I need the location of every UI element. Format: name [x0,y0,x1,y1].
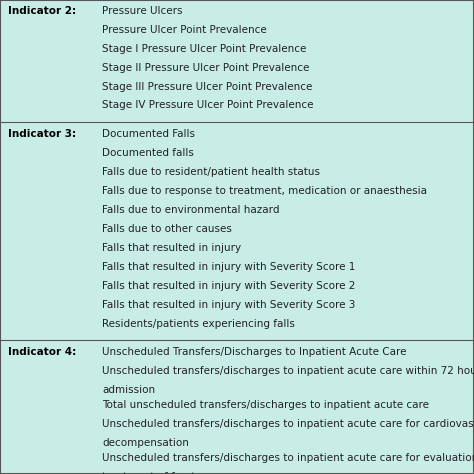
Text: Unscheduled transfers/discharges to inpatient acute care for cardiovascular: Unscheduled transfers/discharges to inpa… [102,419,474,429]
Text: Unscheduled transfers/discharges to inpatient acute care within 72 hours of LTC: Unscheduled transfers/discharges to inpa… [102,366,474,376]
Text: Falls due to response to treatment, medication or anaesthesia: Falls due to response to treatment, medi… [102,186,427,196]
Text: Total unscheduled transfers/discharges to inpatient acute care: Total unscheduled transfers/discharges t… [102,400,429,410]
Text: Stage II Pressure Ulcer Point Prevalence: Stage II Pressure Ulcer Point Prevalence [102,63,309,73]
Text: Unscheduled Transfers/Discharges to Inpatient Acute Care: Unscheduled Transfers/Discharges to Inpa… [102,347,406,357]
Text: Documented Falls: Documented Falls [102,129,195,139]
Text: Residents/patients experiencing falls: Residents/patients experiencing falls [102,319,295,328]
Text: Indicator 4:: Indicator 4: [8,347,76,357]
Text: Falls due to resident/patient health status: Falls due to resident/patient health sta… [102,167,320,177]
Text: Unscheduled transfers/discharges to inpatient acute care for evaluation or: Unscheduled transfers/discharges to inpa… [102,453,474,463]
Text: treatment of fractures: treatment of fractures [102,472,218,474]
Text: Falls that resulted in injury with Severity Score 3: Falls that resulted in injury with Sever… [102,300,356,310]
Text: decompensation: decompensation [102,438,189,448]
Text: Falls due to other causes: Falls due to other causes [102,224,232,234]
Text: Falls that resulted in injury with Severity Score 2: Falls that resulted in injury with Sever… [102,281,356,291]
Text: Stage I Pressure Ulcer Point Prevalence: Stage I Pressure Ulcer Point Prevalence [102,44,306,54]
Text: Falls that resulted in injury with Severity Score 1: Falls that resulted in injury with Sever… [102,262,356,272]
Text: Indicator 3:: Indicator 3: [8,129,76,139]
Text: Indicator 2:: Indicator 2: [8,6,76,16]
Text: Documented falls: Documented falls [102,148,194,158]
Text: Falls that resulted in injury: Falls that resulted in injury [102,243,241,253]
Text: admission: admission [102,385,155,395]
Text: Stage III Pressure Ulcer Point Prevalence: Stage III Pressure Ulcer Point Prevalenc… [102,82,312,91]
Text: Stage IV Pressure Ulcer Point Prevalence: Stage IV Pressure Ulcer Point Prevalence [102,100,313,110]
Text: Falls due to environmental hazard: Falls due to environmental hazard [102,205,279,215]
Text: Pressure Ulcer Point Prevalence: Pressure Ulcer Point Prevalence [102,25,267,35]
Text: Pressure Ulcers: Pressure Ulcers [102,6,182,16]
